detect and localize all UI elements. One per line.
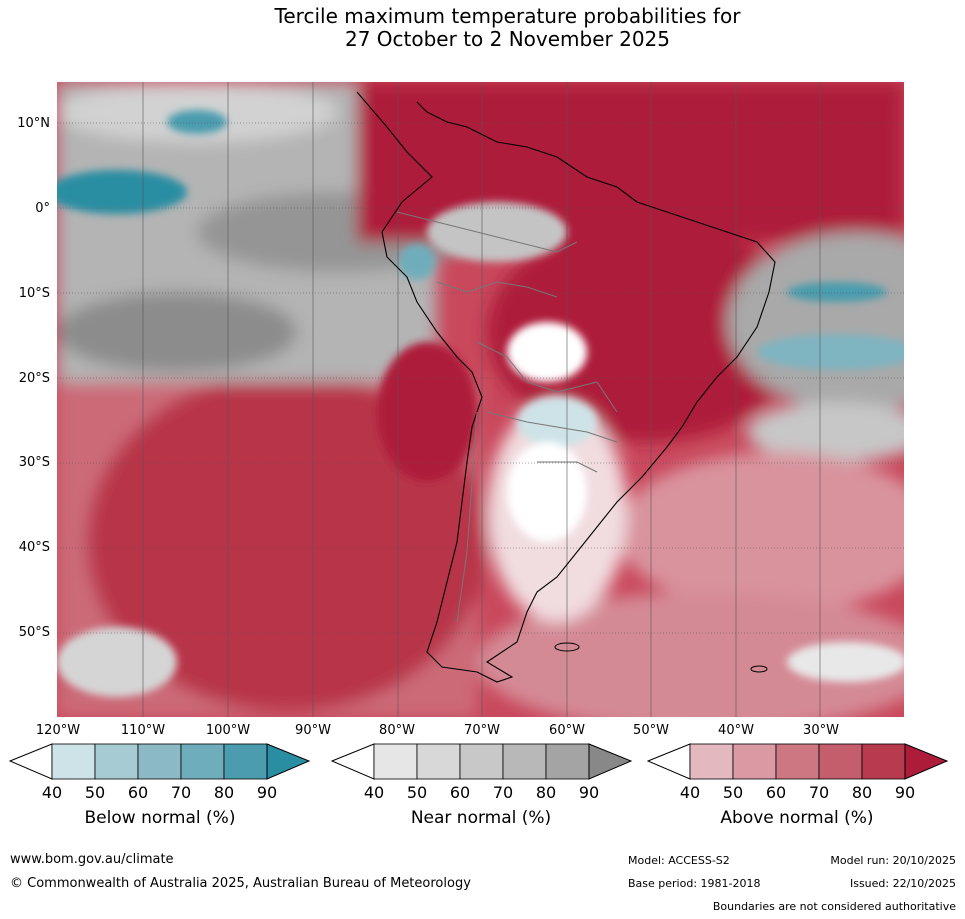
- colorbar-above-seg-0: [689, 743, 734, 780]
- lon-label-120w: 120°W: [35, 723, 81, 738]
- colorbar-near-high-arrow: [588, 743, 633, 780]
- tick: 40: [41, 783, 63, 802]
- meridians: [142, 82, 821, 717]
- tick: 40: [679, 783, 701, 802]
- lat-label-0: 0°: [35, 201, 50, 216]
- region-atlantic-pink: [617, 452, 904, 612]
- colorbar-above-low-arrow: [647, 743, 691, 780]
- colorbar-near-seg-2: [459, 743, 504, 780]
- tick: 60: [765, 783, 787, 802]
- tick: 60: [449, 783, 471, 802]
- colorbar-above-seg-2: [775, 743, 820, 780]
- tick: 80: [535, 783, 557, 802]
- colorbar-below-label: Below normal (%): [84, 808, 236, 828]
- colorbar-near-label: Near normal (%): [410, 808, 552, 828]
- tick: 80: [213, 783, 235, 802]
- lon-label-100w: 100°W: [205, 723, 251, 738]
- region-atlantic-teal-2: [757, 334, 904, 370]
- colorbar-above-normal: [647, 743, 949, 780]
- region-far-south-grey: [57, 627, 177, 697]
- footer-issued: Issued: 22/10/2025: [849, 877, 956, 890]
- colorbar-below-normal: [9, 743, 311, 780]
- colorbar-below-seg-2: [137, 743, 182, 780]
- graticule: [57, 122, 904, 634]
- region-argentina-lightblue: [517, 397, 597, 447]
- lat-label-10n: 10°N: [17, 116, 50, 131]
- lon-label-60w: 60°W: [549, 723, 585, 738]
- lon-label-90w: 90°W: [295, 723, 331, 738]
- map-title: Tercile maximum temperature probabilitie…: [0, 5, 965, 51]
- colorbar-above-seg-1: [732, 743, 777, 780]
- lat-label-10s: 10°S: [18, 286, 50, 301]
- tick: 40: [363, 783, 385, 802]
- region-atlantic-grey-south: [747, 402, 904, 462]
- footer-model: Model: ACCESS-S2: [628, 854, 730, 867]
- tick: 90: [256, 783, 278, 802]
- lat-label-50s: 50°S: [18, 625, 50, 640]
- tick: 50: [406, 783, 428, 802]
- lon-label-80w: 80°W: [379, 723, 415, 738]
- tick: 80: [851, 783, 873, 802]
- lat-label-40s: 40°S: [18, 540, 50, 555]
- title-line-1: Tercile maximum temperature probabilitie…: [274, 4, 741, 28]
- colorbar-below-low-arrow: [9, 743, 53, 780]
- region-eq-pacific-darkgrey: [57, 292, 297, 372]
- lon-label-30w: 30°W: [803, 723, 839, 738]
- tick: 90: [578, 783, 600, 802]
- colorbar-below-seg-0: [51, 743, 96, 780]
- colorbar-below-seg-1: [94, 743, 139, 780]
- colorbar-below-seg-4: [223, 743, 268, 780]
- region-atlantic-white: [787, 642, 904, 682]
- south-america-coastline: [356, 91, 776, 683]
- lon-label-110w: 110°W: [120, 723, 166, 738]
- country-borders: [396, 211, 618, 623]
- falkland-islands: [554, 642, 580, 652]
- colorbar-near-seg-3: [502, 743, 547, 780]
- footer-url[interactable]: www.bom.gov.au/climate: [10, 852, 174, 867]
- tick: 70: [492, 783, 514, 802]
- tick: 90: [894, 783, 916, 802]
- colorbar-near-seg-0: [373, 743, 418, 780]
- region-pacific-deep-red: [87, 372, 487, 712]
- colorbar-near-normal: [331, 743, 633, 780]
- tick: 50: [84, 783, 106, 802]
- lon-label-50w: 50°W: [633, 723, 669, 738]
- lat-label-30s: 30°S: [18, 455, 50, 470]
- region-pacific-teal-small: [167, 110, 227, 134]
- tick: 70: [170, 783, 192, 802]
- region-atlantic-teal: [787, 282, 887, 302]
- lon-label-70w: 70°W: [464, 723, 500, 738]
- lon-label-40w: 40°W: [718, 723, 754, 738]
- region-peru-teal: [399, 244, 435, 280]
- region-south-atlantic-pink: [477, 592, 904, 717]
- probability-map: [57, 82, 904, 717]
- colorbar-above-label: Above normal (%): [720, 808, 874, 828]
- tick: 50: [722, 783, 744, 802]
- region-chile-deep-red: [377, 342, 477, 482]
- region-pampas-white: [507, 442, 587, 542]
- footer-base-period: Base period: 1981-2018: [628, 877, 761, 890]
- colorbar-near-seg-1: [416, 743, 461, 780]
- lat-label-20s: 20°S: [18, 371, 50, 386]
- tick: 60: [127, 783, 149, 802]
- colorbar-below-seg-3: [180, 743, 225, 780]
- footer-disclaimer: Boundaries are not considered authoritat…: [712, 900, 956, 913]
- colorbar-near-low-arrow: [331, 743, 375, 780]
- region-amazon-grey: [427, 202, 567, 262]
- region-pacific-teal-large: [57, 170, 187, 214]
- tick: 70: [808, 783, 830, 802]
- south-georgia: [750, 665, 768, 673]
- footer-model-run: Model run: 20/10/2025: [830, 854, 956, 867]
- colorbar-near-seg-4: [545, 743, 590, 780]
- title-line-2: 27 October to 2 November 2025: [344, 27, 671, 51]
- colorbar-below-high-arrow: [266, 743, 311, 780]
- footer-copyright: © Commonwealth of Australia 2025, Austra…: [10, 876, 471, 891]
- colorbar-above-high-arrow: [904, 743, 949, 780]
- colorbar-above-seg-3: [818, 743, 863, 780]
- region-bolivia-white: [507, 322, 587, 382]
- colorbar-above-seg-4: [861, 743, 906, 780]
